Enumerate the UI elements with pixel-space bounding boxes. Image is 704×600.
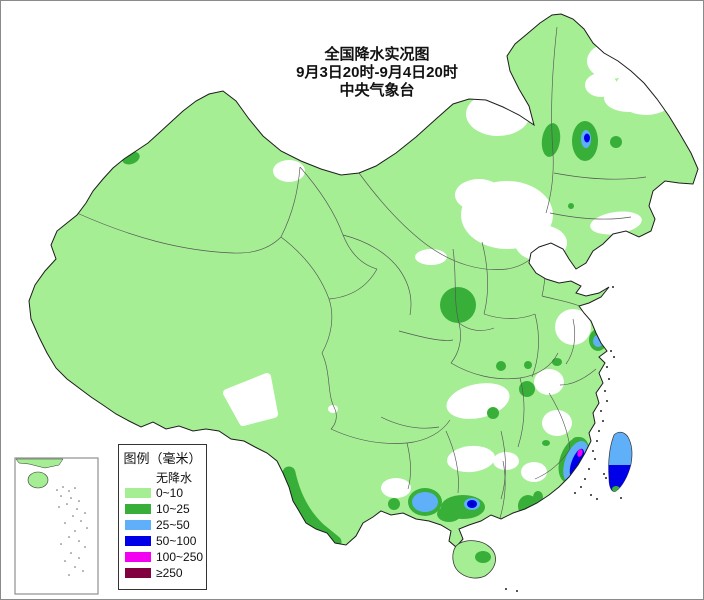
legend-label: 50~100 [156,534,197,548]
hainan-island [452,540,496,579]
legend-label: 10~25 [156,502,190,516]
map-title-line1: 全国降水实况图 [324,46,430,63]
coastal-islets [505,286,615,592]
rain-100-250-layer [577,449,583,457]
legend-swatch [125,568,151,578]
south-china-sea-inset [14,457,99,595]
legend-label: ≥250 [156,566,183,580]
legend-item: 100~250 [125,549,206,565]
station-core-dot [470,502,474,506]
legend-swatch [125,472,151,482]
inset-islands [56,486,88,576]
legend-title: 图例（毫米） [123,451,202,466]
map-title-line2: 9月3日20时-9月4日20时 [296,64,458,81]
mainland [28,13,699,548]
legend-swatch [125,504,151,514]
mainland-base-0-10 [29,14,698,547]
map-title-line3: 中央气象台 [339,82,415,99]
legend-swatch [125,536,151,546]
legend-swatch [125,552,151,562]
legend-label: 100~250 [156,550,204,564]
legend: 图例（毫米） 无降水 0~10 10~25 25~50 50~100 100~2… [118,444,207,590]
legend-item: 无降水 [125,469,206,485]
province-borders [76,26,647,519]
legend-label: 25~50 [156,518,190,532]
legend-swatch [125,488,151,498]
national-border [28,13,699,548]
legend-item: 50~100 [125,533,206,549]
legend-item: 0~10 [125,485,206,501]
legend-item: 25~50 [125,517,206,533]
legend-item: ≥250 [125,565,206,581]
map-title: 全国降水实况图 9月3日20时-9月4日20时 中央气象台 [237,46,517,100]
legend-label: 无降水 [156,470,193,485]
no-precip-layer [223,43,678,498]
legend-item: 10~25 [125,501,206,517]
taiwan-island [603,431,633,499]
legend-label: 0~10 [156,486,184,500]
legend-swatch [125,520,151,530]
